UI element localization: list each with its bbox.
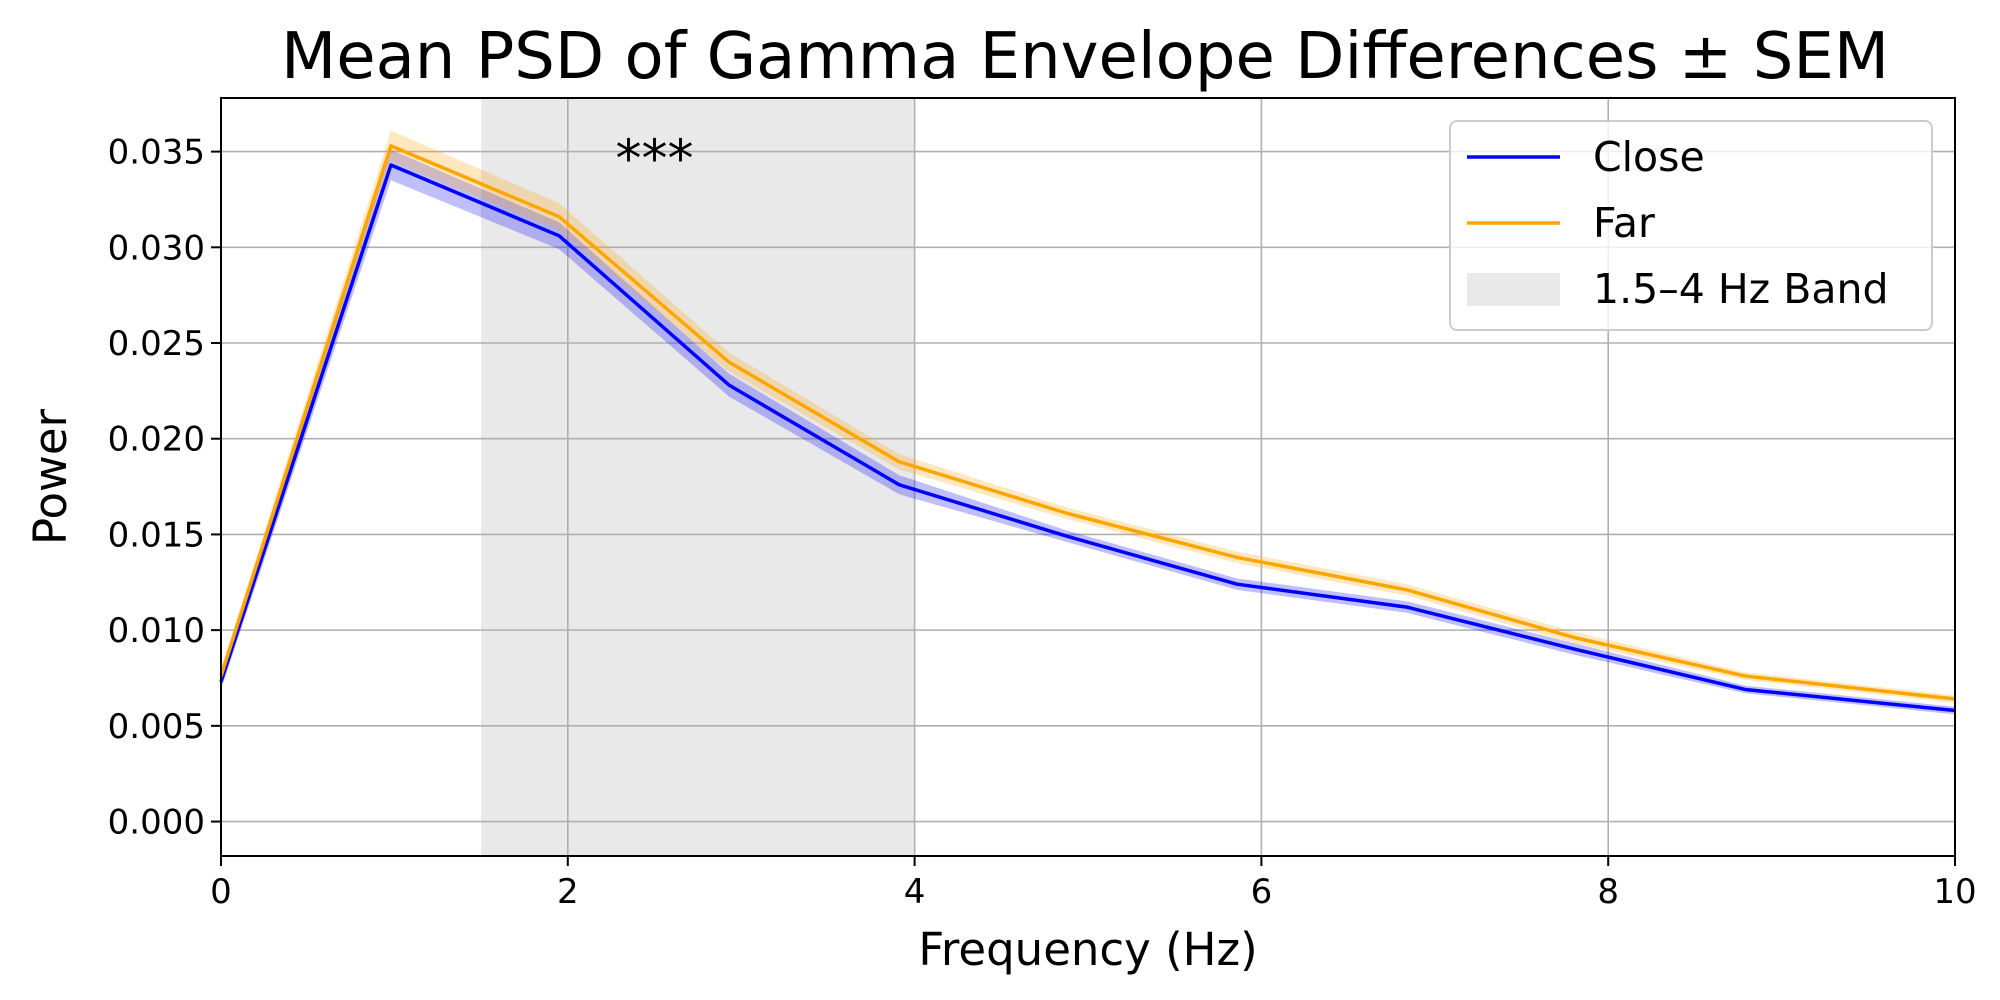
- x-tick-label: 8: [1597, 872, 1619, 912]
- x-axis-label: Frequency (Hz): [918, 923, 1257, 976]
- y-tick-label: 0.005: [108, 707, 205, 747]
- legend-label-band: 1.5–4 Hz Band: [1593, 265, 1888, 313]
- y-axis-label: Power: [24, 408, 77, 545]
- x-tick-label: 4: [904, 872, 926, 912]
- plot-frame: [220, 97, 1956, 857]
- legend-label-far: Far: [1593, 199, 1655, 247]
- annotation-layer: ***: [616, 129, 694, 189]
- series-line-layer: [219, 144, 1956, 713]
- x-tick-label: 0: [210, 872, 232, 912]
- series-line-far: [219, 144, 1956, 701]
- y-tick-label: 0.030: [108, 228, 205, 268]
- y-axis: 0.000 0.005 0.010 0.015 0.020 0.025 0.030 0.035: [108, 133, 221, 843]
- y-tick-label: 0.000: [108, 803, 205, 843]
- legend-swatch-band: [1467, 273, 1560, 306]
- x-tick-label: 2: [557, 872, 579, 912]
- y-tick-label: 0.020: [108, 420, 205, 460]
- band-layer: [481, 98, 915, 856]
- band-region: [481, 98, 915, 856]
- chart-title: Mean PSD of Gamma Envelope Differences ±…: [281, 20, 1889, 94]
- y-tick-label: 0.010: [108, 611, 205, 651]
- series-line-close: [219, 163, 1956, 713]
- y-tick-label: 0.035: [108, 133, 205, 173]
- x-tick-label: 10: [1933, 872, 1976, 912]
- legend-label-close: Close: [1593, 133, 1705, 181]
- y-tick-label: 0.015: [108, 515, 205, 555]
- y-tick-label: 0.025: [108, 324, 205, 364]
- x-tick-label: 6: [1251, 872, 1273, 912]
- legend: Close Far 1.5–4 Hz Band: [1449, 120, 1933, 331]
- significance-annotation: ***: [616, 129, 694, 189]
- legend-box: [1449, 120, 1933, 331]
- x-axis: 0 2 4 6 8 10: [210, 856, 1977, 912]
